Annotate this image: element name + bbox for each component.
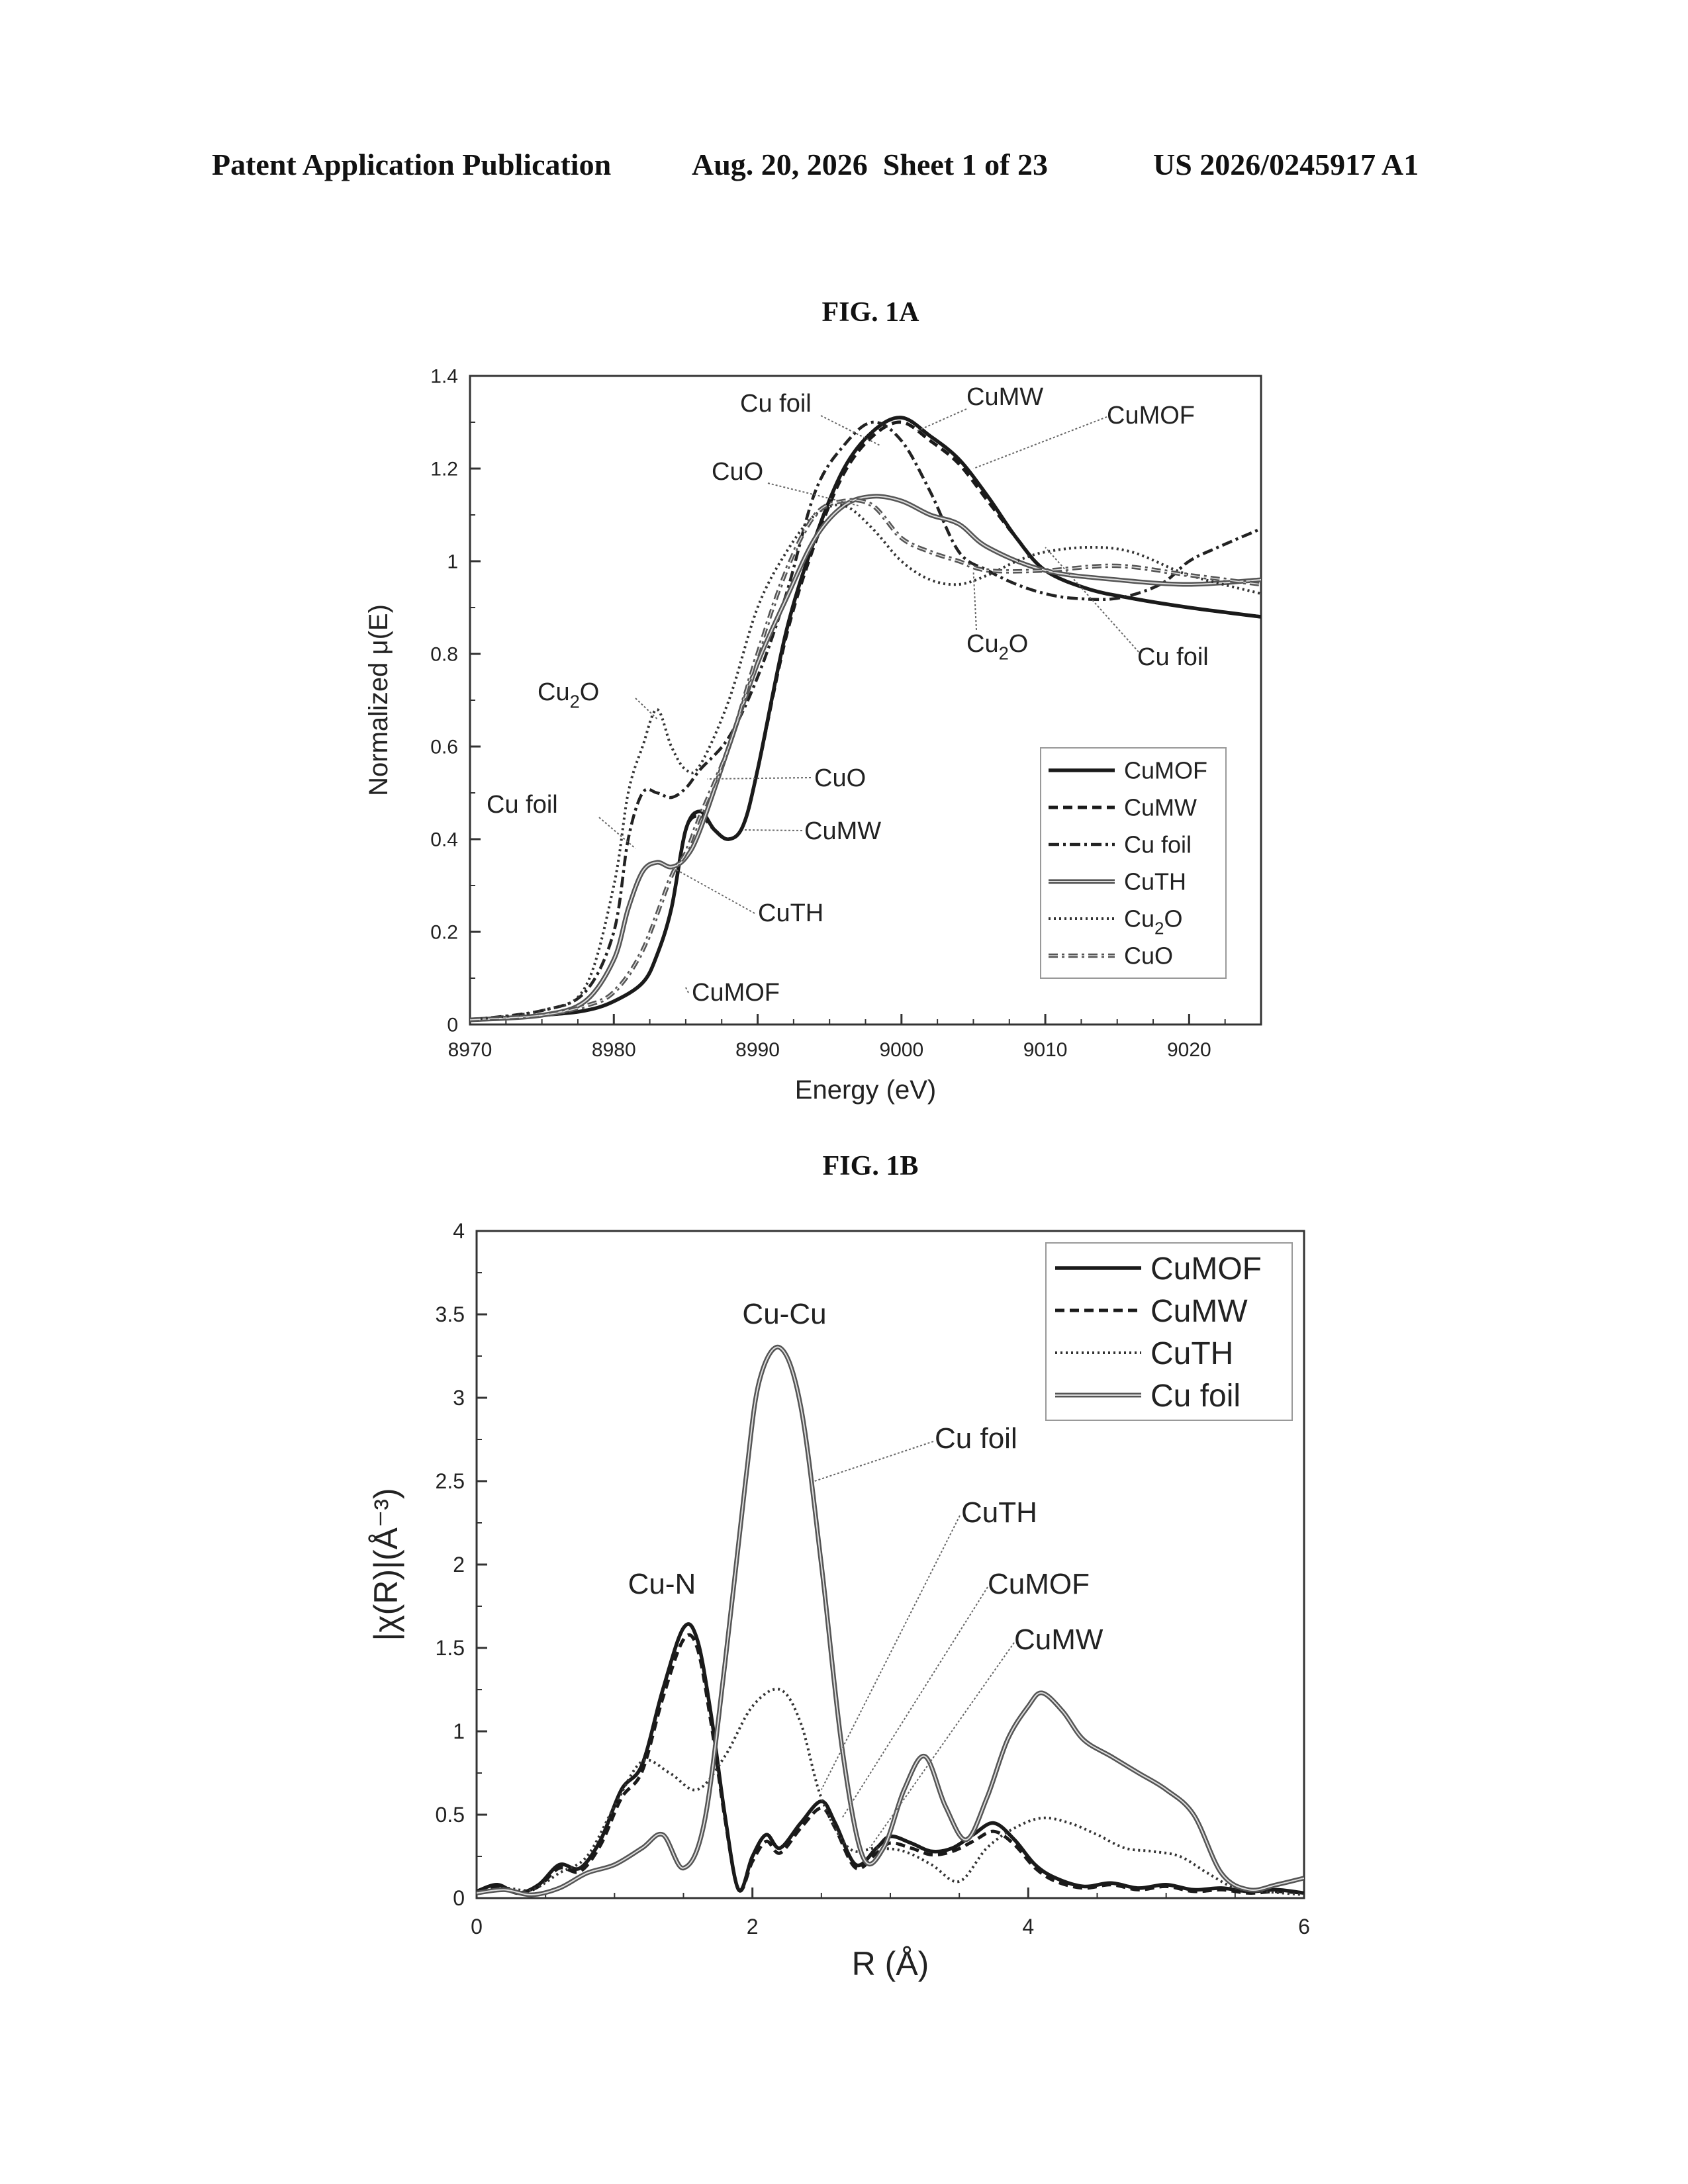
fig1a-xtick-label: 8990 <box>735 1039 780 1061</box>
fig1a-ytick-label: 0.8 <box>430 644 458 666</box>
fig1a-xtick-label: 9020 <box>1167 1039 1211 1061</box>
fig1a-label-cuo-mid: CuO <box>814 764 866 792</box>
fig1b-xtick-label: 6 <box>1298 1915 1310 1938</box>
fig1a-legend-cuth-label: CuTH <box>1124 868 1186 895</box>
fig1a-label-cumw-mid-leader <box>743 830 802 831</box>
fig1a-label-cumof-top-leader <box>973 417 1107 469</box>
fig1b-xtick-label: 4 <box>1022 1915 1034 1938</box>
fig1b-series-cu-foil <box>477 1347 1304 1895</box>
fig1a-label-cu2o-left-leader <box>635 698 657 719</box>
fig1a-series-cu2o <box>470 505 1261 1020</box>
fig1b-ytick-label: 2 <box>453 1553 465 1576</box>
fig1a-xlabel: Energy (eV) <box>795 1075 936 1105</box>
fig1b-ytick-label: 3 <box>453 1386 465 1410</box>
fig1b-ytick-label: 2.5 <box>436 1469 465 1493</box>
fig1a-label-cu-foil-left: Cu foil <box>487 791 558 819</box>
fig1b-legend-cumof-label: CuMOF <box>1150 1251 1262 1287</box>
fig1a-legend-cuo-label: CuO <box>1124 942 1173 970</box>
fig1a-label-cu2o-mid-leader <box>973 570 976 630</box>
fig1b-label-cumw: CuMW <box>1014 1623 1103 1656</box>
fig1a-series-cumof <box>470 418 1261 1020</box>
fig1a-label-cumof-top: CuMOF <box>1107 402 1195 430</box>
fig1b-ytick-label: 0 <box>453 1886 465 1910</box>
fig1b-series-cu-foil-outline <box>477 1347 1304 1895</box>
fig1b-title: FIG. 1B <box>738 1150 1003 1182</box>
fig1a-label-cuth-mid: CuTH <box>758 899 823 927</box>
fig1a-label-cuth-mid-leader <box>671 867 755 913</box>
fig1a-label-cu2o-mid: Cu2O <box>966 630 1028 663</box>
fig1a-legend-cumof-label: CuMOF <box>1124 757 1207 784</box>
fig1a-series-cuo-outline <box>470 500 1261 1020</box>
fig1b-ytick-label: 0.5 <box>436 1803 465 1827</box>
fig1a-label-cu-foil-top: Cu foil <box>740 390 812 418</box>
fig1a-label-cuo-top-leader <box>768 483 859 506</box>
fig1b-legend-cuth-label: CuTH <box>1150 1336 1233 1371</box>
fig1a-legend-box <box>1041 748 1226 978</box>
fig1b-ytick-label: 4 <box>453 1219 465 1243</box>
fig1a-label-cu-foil-right-leader <box>1045 547 1139 652</box>
fig1a-legend-cumw-label: CuMW <box>1124 794 1197 821</box>
fig1a-series-cu-foil <box>470 422 1261 1020</box>
fig1a-legend-cu-foil-label: Cu foil <box>1124 831 1192 858</box>
fig1a-xtick-label: 8980 <box>592 1039 636 1061</box>
header-patent-number: US 2026/0245917 A1 <box>1153 147 1419 182</box>
fig1b-ytick-label: 1.5 <box>436 1636 465 1660</box>
fig1b-legend-cumw-label: CuMW <box>1150 1294 1248 1329</box>
fig1b-label-cu-foil-leader <box>814 1441 933 1481</box>
fig1b-series-cumw <box>477 1635 1304 1893</box>
fig1a-label-cumw-mid: CuMW <box>804 817 881 845</box>
fig1a-xtick-label: 9000 <box>879 1039 923 1061</box>
fig1b-xtick-label: 2 <box>747 1915 759 1938</box>
header-date-sheet: Aug. 20, 2026 Sheet 1 of 23 <box>692 147 1048 182</box>
fig1a-plot-frame <box>470 376 1261 1024</box>
fig1b-label-cuth-leader <box>821 1516 960 1790</box>
fig1b-legend-cu-foil-label: Cu foil <box>1150 1379 1241 1414</box>
fig1a-label-cu-foil-left-leader <box>599 817 635 848</box>
fig1b-label-cu-cu: Cu-Cu <box>742 1298 826 1330</box>
fig1a-ytick-label: 0.6 <box>430 737 458 758</box>
fig1a-label-cu2o-left: Cu2O <box>538 678 599 711</box>
fig1b-xtick-label: 0 <box>471 1915 483 1938</box>
fig1a-ytick-label: 0.4 <box>430 829 458 851</box>
fig1a-label-cumof-bottom: CuMOF <box>692 979 780 1007</box>
fig1a-series-cuth-outline <box>470 496 1261 1020</box>
fig1b-label-cuth: CuTH <box>961 1496 1037 1529</box>
fig1b-label-cu-n: Cu-N <box>628 1568 696 1600</box>
fig1a-ytick-label: 0 <box>447 1015 458 1036</box>
header-publication-label: Patent Application Publication <box>212 147 611 182</box>
fig1a-ytick-label: 0.2 <box>430 922 458 944</box>
fig1a-label-cumof-bottom-leader <box>686 987 688 993</box>
fig1b-series-cuth <box>477 1689 1304 1895</box>
fig1a-label-cumw-top-leader <box>916 409 966 432</box>
fig1a-ylabel: Normalized μ(E) <box>364 604 393 796</box>
fig1a-label-cu-foil-top-leader <box>821 416 880 445</box>
fig1b-label-cu-foil: Cu foil <box>935 1422 1017 1455</box>
fig1b-label-cumof: CuMOF <box>988 1568 1090 1600</box>
fig1b-series-cumof <box>477 1624 1304 1893</box>
fig1a-xtick-label: 9010 <box>1023 1039 1068 1061</box>
fig1b-plot-frame <box>477 1231 1304 1898</box>
fig1b-ylabel: |χ(R)|(Å⁻³) <box>367 1488 404 1641</box>
fig1a-ytick-label: 1 <box>447 551 458 573</box>
fig1a-series-cuo <box>470 500 1261 1020</box>
fig1a-series-cumw <box>470 422 1261 1020</box>
fig1b-ytick-label: 1 <box>453 1719 465 1743</box>
fig1a-legend-cu2o-label: Cu2O <box>1124 905 1182 938</box>
fig1a-label-cuo-mid-leader <box>708 778 812 779</box>
fig1a-title: FIG. 1A <box>738 296 1003 328</box>
fig1a-label-cu-foil-right: Cu foil <box>1137 643 1209 671</box>
fig1a-series-cuth <box>470 496 1261 1020</box>
fig1a-ytick-label: 1.2 <box>430 459 458 480</box>
fig1b-xlabel: R (Å) <box>852 1945 929 1982</box>
fig1a-label-cumw-top: CuMW <box>966 383 1043 411</box>
fig1b-label-cumof-leader <box>842 1587 988 1818</box>
fig1a-xtick-label: 8970 <box>448 1039 492 1061</box>
fig1a-ytick-label: 1.4 <box>430 366 458 388</box>
fig1a-label-cuo-top: CuO <box>712 458 763 486</box>
fig1b-ytick-label: 3.5 <box>436 1302 465 1326</box>
fig1b-label-cumw-leader <box>870 1643 1014 1848</box>
fig1b-legend-box <box>1046 1243 1292 1420</box>
